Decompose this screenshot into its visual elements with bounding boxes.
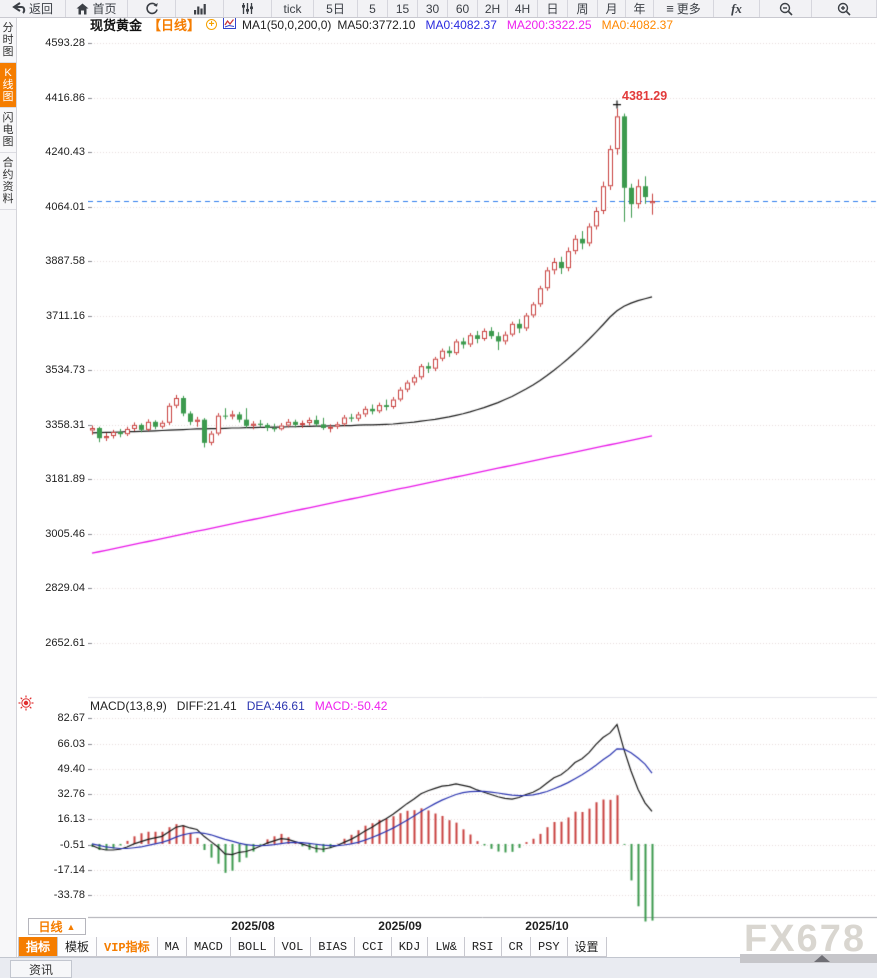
tab-CR[interactable]: CR [501, 937, 531, 957]
horizontal-scrollbar[interactable] [740, 954, 877, 963]
price-axis-label: 4593.28 [45, 37, 85, 49]
period-button-日[interactable]: 日 [538, 0, 568, 17]
formula-button[interactable]: fx [714, 0, 760, 17]
period-selector-label: 日线 [38, 920, 63, 934]
xaxis-row: 日线 ▲ 2025/08 2025/09 2025/10 [18, 917, 877, 937]
macd-axis-label: 49.40 [57, 762, 85, 775]
ma-value: MA50:3772.10 [337, 17, 416, 32]
tab-KDJ[interactable]: KDJ [391, 937, 429, 957]
sidebar-item-分时图[interactable]: 分时图 [0, 18, 16, 63]
period-button-5[interactable]: 5 [358, 0, 388, 17]
xaxis-label: 2025/09 [378, 919, 422, 933]
tab-RSI[interactable]: RSI [464, 937, 502, 957]
tab-模板[interactable]: 模板 [58, 937, 98, 957]
ma-value: MA0:4082.37 [425, 17, 497, 32]
price-axis-label: 3005.46 [45, 527, 85, 540]
price-axis-label: 2652.61 [45, 637, 85, 649]
more-button[interactable]: ≡ 更多 [654, 0, 714, 17]
top-toolbar: 返回 首页 tick 5日 5 15 30 60 2H 4H 日周月年 ≡ 更多 fx [0, 0, 877, 18]
period-button-年[interactable]: 年 [626, 0, 654, 17]
chart-type-button[interactable] [176, 0, 224, 17]
price-axis-label: 3181.89 [45, 473, 85, 486]
macd-value: DIFF:21.41 [176, 699, 237, 713]
price-axis-label: 2829.04 [45, 582, 85, 595]
tab-LW&[interactable]: LW& [428, 937, 465, 957]
tab-指标[interactable]: 指标 [18, 937, 59, 957]
scrollbar-handle[interactable] [814, 955, 830, 962]
ma-values: MA50:3772.10 MA0:4082.37 MA200:3322.25 MA0:… [337, 18, 673, 32]
indicator-tabs: 指标 模板 VIP指标 MA MACD BOLL VOL BIAS CCI KDJ LW& RSI CR… [18, 937, 877, 957]
period-button-4H[interactable]: 4H [508, 0, 538, 17]
tab-设置[interactable]: 设置 [567, 937, 607, 957]
macd-value: MACD:-50.42 [314, 699, 388, 713]
back-button[interactable]: 返回 [0, 0, 66, 17]
period-button-30[interactable]: 30 [418, 0, 448, 17]
period-selector[interactable]: 日线 ▲ [28, 918, 86, 935]
mini-chart-icon[interactable] [223, 17, 237, 32]
ma-settings: MA1(50,0,200,0) [242, 17, 332, 32]
ma-value: MA200:3322.25 [506, 17, 592, 32]
period-button-5日[interactable]: 5日 [314, 0, 358, 17]
tab-MA[interactable]: MA [157, 937, 188, 957]
macd-axis-label: -17.14 [53, 863, 85, 876]
xaxis-label: 2025/08 [231, 919, 275, 933]
tab-BOLL[interactable]: BOLL [230, 937, 275, 957]
macd-value: DEA:46.61 [246, 699, 305, 713]
add-indicator-icon[interactable]: + [206, 19, 218, 30]
period-button-周[interactable]: 周 [568, 0, 598, 17]
home-button[interactable]: 首页 [66, 0, 128, 17]
period-button-15[interactable]: 15 [388, 0, 418, 17]
macd-axis-label: 32.76 [57, 788, 85, 801]
tab-VIP指标[interactable]: VIP指标 [97, 937, 158, 957]
bottom-bar: 资讯 [0, 957, 877, 978]
macd-values: DIFF:21.41 DEA:46.61 MACD:-50.42 [177, 699, 388, 713]
chart-header: 现货黄金 【日线】 + MA1(50,0,200,0) MA50:3772.10… [90, 17, 673, 33]
macd-axis-label: -0.51 [59, 838, 85, 851]
price-axis-label: 4416.86 [45, 91, 85, 104]
price-axis-label: 4064.01 [45, 200, 85, 213]
macd-axis-label: 82.67 [57, 712, 85, 725]
indicator-settings-icon[interactable] [18, 695, 34, 714]
period-button-tick[interactable]: tick [272, 0, 314, 17]
price-macd-chart[interactable] [88, 33, 877, 925]
ma-value: MA0:4082.37 [601, 17, 673, 32]
sidebar-item-合约资料[interactable]: 合约资料 [0, 153, 16, 210]
zoom-in-button[interactable] [812, 0, 877, 17]
xaxis-label: 2025/10 [525, 919, 569, 933]
watermark: FX678 [744, 918, 866, 960]
tab-news[interactable]: 资讯 [10, 960, 72, 978]
macd-axis-label: 16.13 [57, 813, 85, 826]
price-axis-label: 3887.58 [45, 255, 85, 268]
period-button-月[interactable]: 月 [598, 0, 626, 17]
period-tag: 【日线】 [148, 18, 201, 33]
symbol-name: 现货黄金 [90, 18, 143, 33]
high-price-annotation: 4381.29 [622, 88, 668, 103]
sidebar-item-闪电图[interactable]: 闪电图 [0, 108, 16, 153]
refresh-button[interactable] [128, 0, 176, 17]
zoom-out-button[interactable] [760, 0, 812, 17]
price-axis-label: 3358.31 [45, 418, 85, 431]
period-button-2H[interactable]: 2H [478, 0, 508, 17]
triangle-up-icon: ▲ [66, 921, 76, 932]
tab-BIAS[interactable]: BIAS [311, 937, 356, 957]
price-axis-label: 3534.73 [45, 364, 85, 377]
period-button-60[interactable]: 60 [448, 0, 478, 17]
macd-axis-label: -33.78 [53, 889, 85, 902]
tab-VOL[interactable]: VOL [274, 937, 312, 957]
macd-header: MACD(13,8,9) DIFF:21.41 DEA:46.61 MACD:-50… [90, 699, 387, 713]
macd-params: MACD(13,8,9) [90, 699, 167, 713]
macd-axis-label: 66.03 [57, 737, 85, 750]
tab-MACD[interactable]: MACD [187, 937, 231, 957]
tab-PSY[interactable]: PSY [530, 937, 568, 957]
tab-CCI[interactable]: CCI [355, 937, 392, 957]
price-axis-label: 4240.43 [45, 146, 85, 159]
price-axis-label: 3711.16 [46, 309, 85, 322]
indicator-settings-button[interactable] [224, 0, 272, 17]
